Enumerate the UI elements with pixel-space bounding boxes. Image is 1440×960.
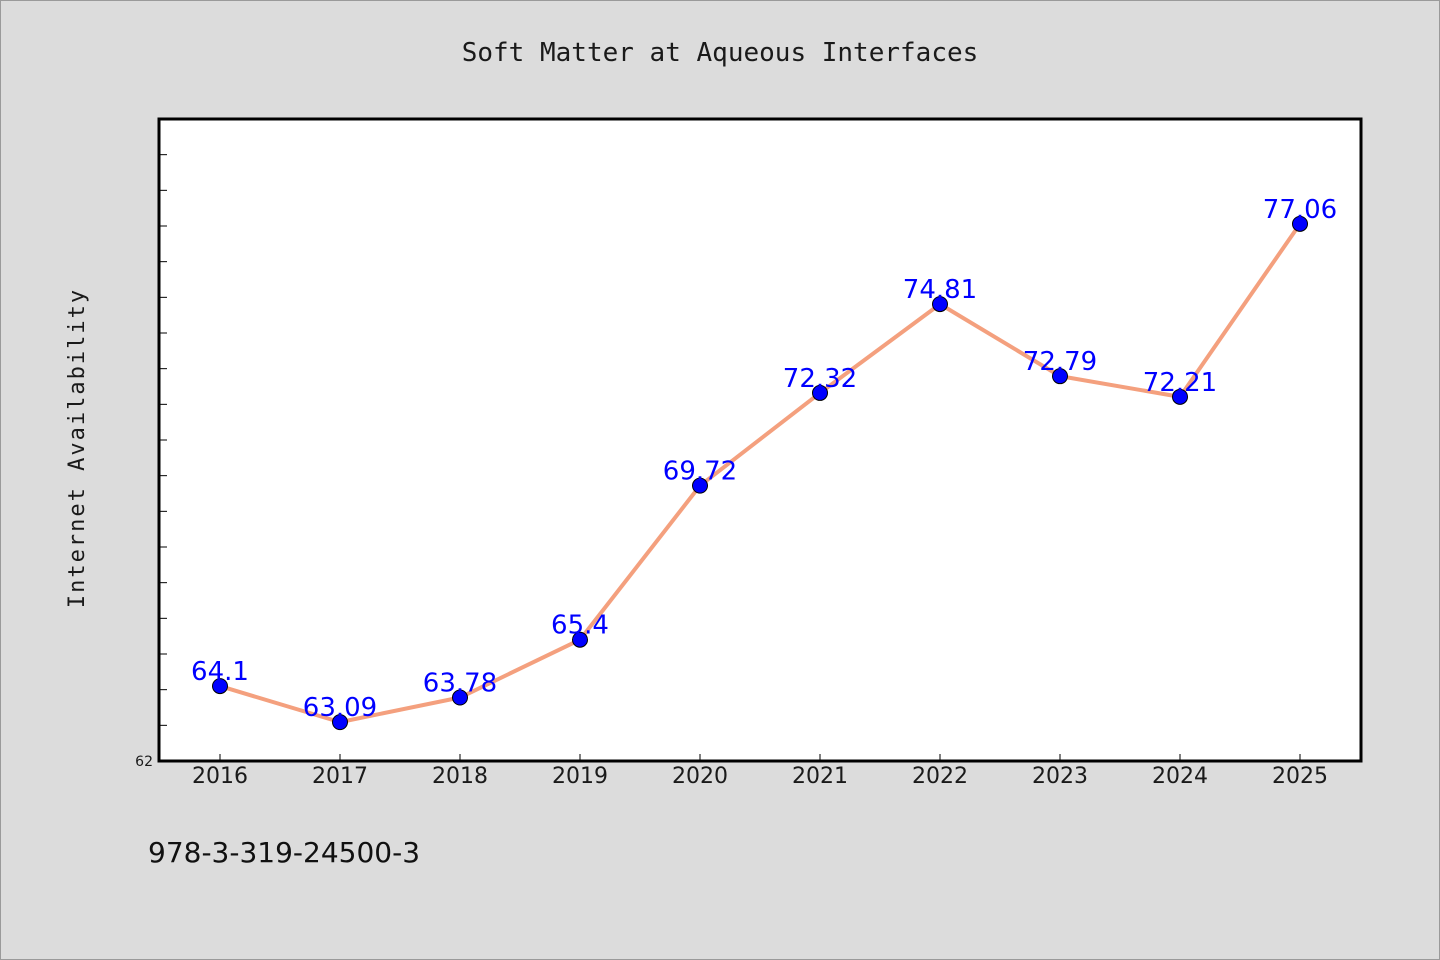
data-point <box>452 689 468 706</box>
x-tick-label: 2020 <box>672 764 728 789</box>
data-point <box>692 477 708 494</box>
data-point <box>812 384 828 401</box>
data-point <box>1052 368 1068 385</box>
data-point <box>1172 388 1188 405</box>
data-label: 77.06 <box>1263 195 1337 225</box>
x-tick-label: 2022 <box>912 764 968 789</box>
data-label: 72.32 <box>783 364 857 394</box>
data-label: 72.79 <box>1023 347 1097 377</box>
data-point <box>932 296 948 313</box>
series-line <box>218 221 1302 725</box>
x-axis-ticks: 2016 2017 2018 2019 2020 2021 2022 2023 2024 2025 <box>192 754 1328 789</box>
data-point <box>212 678 228 695</box>
chart-title: Soft Matter at Aqueous Interfaces <box>462 38 979 68</box>
data-label: 74.81 <box>903 275 977 305</box>
data-label: 65.4 <box>551 611 609 641</box>
x-tick-label: 2018 <box>432 764 488 789</box>
isbn-label: 978-3-319-24500-3 <box>148 836 420 869</box>
x-tick-label: 2021 <box>792 764 848 789</box>
x-tick-label: 2024 <box>1152 764 1208 789</box>
data-label: 72.21 <box>1143 368 1217 398</box>
y-axis-ticks <box>159 154 167 726</box>
data-label: 63.78 <box>423 669 497 699</box>
x-tick-label: 2019 <box>552 764 608 789</box>
y-tick-label: 62 <box>135 754 153 770</box>
data-label: 63.09 <box>303 693 377 723</box>
y-axis-label: Internet Availability <box>65 288 90 608</box>
data-point <box>1292 215 1308 232</box>
x-tick-label: 2023 <box>1032 764 1088 789</box>
data-point <box>572 631 588 648</box>
data-label: 64.1 <box>191 657 249 687</box>
plot-area <box>157 117 1363 763</box>
x-tick-label: 2017 <box>312 764 368 789</box>
series-layer: 64.1 63.09 63.78 65.4 69.72 72.32 74.81 72.79 72… <box>191 195 1337 731</box>
x-tick-label: 2016 <box>192 764 248 789</box>
data-label: 69.72 <box>663 457 737 487</box>
x-tick-label: 2025 <box>1272 764 1328 789</box>
data-point <box>332 714 348 731</box>
